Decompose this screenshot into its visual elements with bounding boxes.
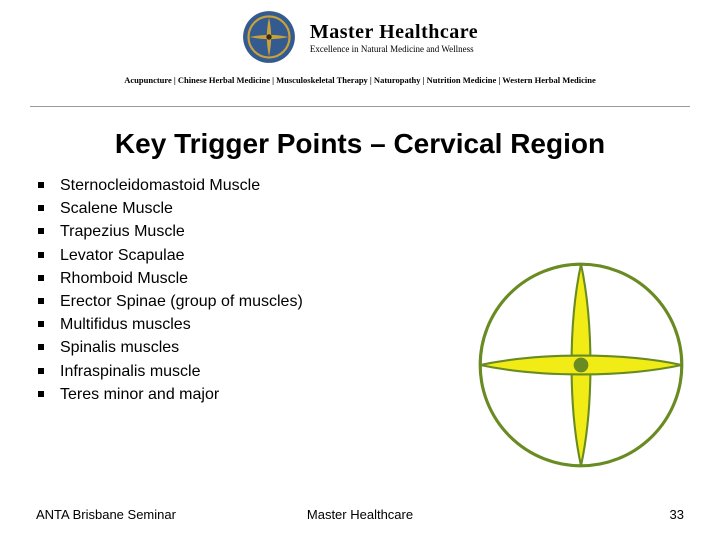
list-item-text: Trapezius Muscle bbox=[60, 220, 185, 243]
square-bullet-icon bbox=[38, 228, 44, 234]
square-bullet-icon bbox=[38, 368, 44, 374]
header-inner: Master Healthcare Excellence in Natural … bbox=[242, 10, 478, 64]
company-logo-icon bbox=[242, 10, 296, 64]
footer-left: ANTA Brisbane Seminar bbox=[36, 507, 176, 522]
list-item: Spinalis muscles bbox=[38, 336, 303, 359]
list-item-text: Erector Spinae (group of muscles) bbox=[60, 290, 303, 313]
list-item: Scalene Muscle bbox=[38, 197, 303, 220]
slide-header: Master Healthcare Excellence in Natural … bbox=[0, 10, 720, 85]
list-item-text: Levator Scapulae bbox=[60, 244, 185, 267]
list-item: Levator Scapulae bbox=[38, 244, 303, 267]
services-line: Acupuncture | Chinese Herbal Medicine | … bbox=[0, 75, 720, 85]
company-tagline: Excellence in Natural Medicine and Welln… bbox=[310, 44, 478, 54]
list-item-text: Rhomboid Muscle bbox=[60, 267, 188, 290]
list-item-text: Infraspinalis muscle bbox=[60, 360, 201, 383]
slide: Master Healthcare Excellence in Natural … bbox=[0, 0, 720, 540]
list-item: Sternocleidomastoid Muscle bbox=[38, 174, 303, 197]
company-name: Master Healthcare bbox=[310, 21, 478, 44]
list-item-text: Sternocleidomastoid Muscle bbox=[60, 174, 260, 197]
slide-footer: ANTA Brisbane Seminar Master Healthcare … bbox=[36, 507, 684, 522]
square-bullet-icon bbox=[38, 321, 44, 327]
list-item: Infraspinalis muscle bbox=[38, 360, 303, 383]
list-item: Multifidus muscles bbox=[38, 313, 303, 336]
list-item: Erector Spinae (group of muscles) bbox=[38, 290, 303, 313]
square-bullet-icon bbox=[38, 344, 44, 350]
slide-title: Key Trigger Points – Cervical Region bbox=[0, 128, 720, 160]
list-item: Trapezius Muscle bbox=[38, 220, 303, 243]
list-item: Teres minor and major bbox=[38, 383, 303, 406]
compass-emblem-icon bbox=[476, 260, 686, 470]
bullet-list: Sternocleidomastoid Muscle Scalene Muscl… bbox=[38, 174, 303, 406]
square-bullet-icon bbox=[38, 275, 44, 281]
list-item-text: Scalene Muscle bbox=[60, 197, 173, 220]
square-bullet-icon bbox=[38, 205, 44, 211]
square-bullet-icon bbox=[38, 298, 44, 304]
square-bullet-icon bbox=[38, 252, 44, 258]
list-item: Rhomboid Muscle bbox=[38, 267, 303, 290]
header-rule bbox=[30, 106, 690, 107]
square-bullet-icon bbox=[38, 391, 44, 397]
square-bullet-icon bbox=[38, 182, 44, 188]
page-number: 33 bbox=[670, 507, 684, 522]
footer-center: Master Healthcare bbox=[307, 507, 413, 522]
list-item-text: Teres minor and major bbox=[60, 383, 219, 406]
company-text-block: Master Healthcare Excellence in Natural … bbox=[310, 21, 478, 54]
list-item-text: Spinalis muscles bbox=[60, 336, 179, 359]
list-item-text: Multifidus muscles bbox=[60, 313, 191, 336]
